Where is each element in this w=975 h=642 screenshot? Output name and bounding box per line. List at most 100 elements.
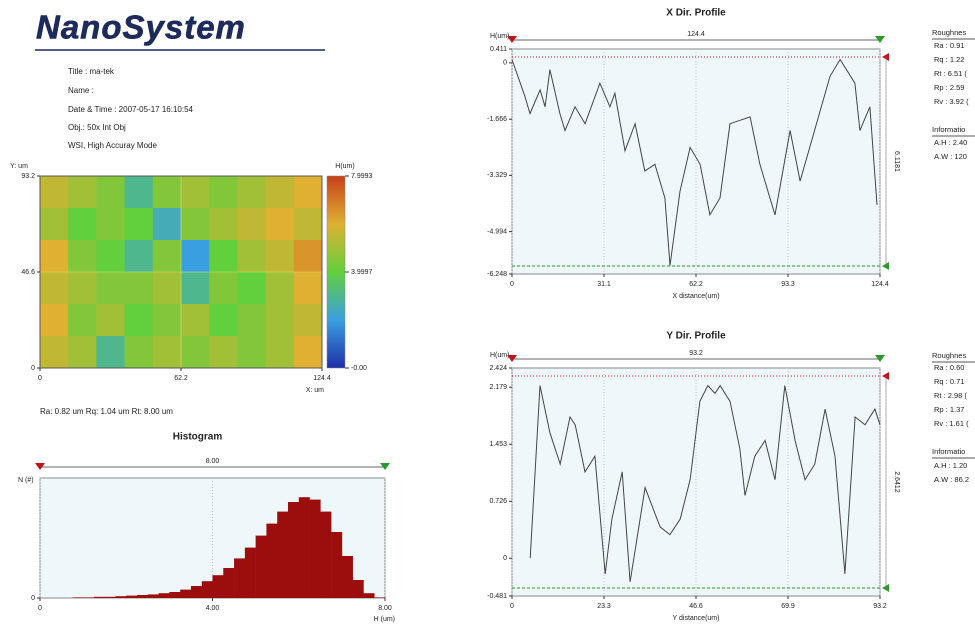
roughness-item: Rq : 0.71 (934, 377, 964, 386)
right-marker (875, 36, 885, 43)
height-cell (40, 208, 69, 241)
height-cell (152, 304, 182, 337)
histogram-bar (244, 547, 256, 598)
height-cell (124, 304, 154, 337)
height-cell (293, 336, 323, 369)
information-item: A.W : 86.2 (934, 475, 969, 484)
height-cell (40, 272, 69, 305)
x-tick-label: 62.2 (174, 375, 188, 382)
header-datetime: Date & Time : 2007-05-17 16:10:54 (68, 105, 194, 114)
height-cell (209, 208, 238, 241)
histogram-bar (93, 596, 105, 598)
range-label: 124.4 (687, 31, 705, 38)
x-tick-label: 124.4 (871, 281, 889, 288)
x-axis-label: Y distance(um) (673, 615, 720, 622)
colorbar-tick-label: 7.9993 (351, 173, 373, 180)
y-tick-label: 0 (503, 60, 507, 67)
header-title: Title : ma-tek (68, 67, 115, 76)
histogram-bar (223, 568, 235, 598)
height-cell (124, 336, 154, 369)
y-axis-label: H(um) (490, 33, 509, 40)
histogram-bar (104, 596, 116, 598)
height-cell (68, 240, 97, 273)
roughness-item: Ra : 0.60 (934, 363, 964, 372)
height-cell (293, 272, 323, 305)
roughness-item: Rp : 1.37 (934, 405, 964, 414)
histogram-bar (234, 558, 246, 598)
y-tick-label: -6.248 (487, 271, 507, 278)
height-cell (265, 272, 295, 305)
marker (882, 262, 889, 270)
height-cell (124, 208, 154, 241)
height-cell (237, 208, 267, 241)
marker (882, 372, 889, 380)
histogram-bar (298, 497, 310, 598)
x-tick-label: 46.6 (689, 603, 703, 610)
height-cell (181, 336, 210, 369)
information-title: Informatio (932, 447, 965, 456)
height-cell (265, 336, 295, 369)
histogram-bar (277, 511, 289, 598)
header-objective: Obj.: 50x Int Obj (68, 123, 126, 132)
histogram-bar (320, 511, 332, 598)
histogram-bar (341, 556, 353, 598)
histogram-bar (72, 597, 84, 598)
summary: Ra: 0.82 um Rq: 1.04 um Rt: 8.00 um (40, 407, 173, 416)
height-cell (181, 208, 210, 241)
histogram-bar (147, 594, 159, 598)
height-cell (40, 304, 69, 337)
height-cell (152, 208, 182, 241)
height-cell (124, 240, 154, 273)
left-marker (35, 463, 45, 470)
height-cell (96, 240, 126, 273)
histogram-bar (169, 592, 181, 598)
height-cell (152, 176, 182, 209)
y-tick-label: 93.2 (21, 173, 35, 180)
y-tick-label: 1.453 (489, 441, 507, 448)
x-tick-label: 31.1 (597, 281, 611, 288)
height-cell (209, 336, 238, 369)
profile-line (529, 384, 881, 582)
x-axis-label: X distance(um) (672, 293, 719, 300)
y-tick-label: 0 (31, 595, 35, 602)
y-tick-label: 2.179 (489, 384, 507, 391)
height-cell (265, 304, 295, 337)
chart-title: Histogram (173, 432, 223, 443)
height-cell (265, 176, 295, 209)
height-cell (124, 272, 154, 305)
height-cell (293, 240, 323, 273)
height-cell (181, 240, 210, 273)
y-tick-label: 0 (31, 365, 35, 372)
height-cell (293, 176, 323, 209)
range-label: 8.00 (206, 458, 220, 465)
histogram-bar (158, 593, 170, 598)
y-tick-label: -4.994 (487, 228, 507, 235)
y-tick-label: -3.329 (487, 172, 507, 179)
roughness-item: Rq : 1.22 (934, 55, 964, 64)
range-label: 93.2 (689, 350, 703, 357)
left-marker (507, 36, 517, 43)
height-cell (265, 208, 295, 241)
histogram-bar (212, 575, 224, 598)
height-cell (124, 176, 154, 209)
height-cell (293, 208, 323, 241)
y-tick-label: -0.481 (487, 593, 507, 600)
height-cell (68, 176, 97, 209)
histogram-bar (115, 596, 127, 598)
information-title: Informatio (932, 125, 965, 134)
x-tick-label: 0 (510, 603, 514, 610)
y-axis-label: H(um) (490, 352, 509, 359)
left-marker (507, 355, 517, 362)
y-tick-label: 0 (503, 555, 507, 562)
height-cell (209, 176, 238, 209)
x-tick-label: 124.4 (313, 375, 331, 382)
histogram-bar (266, 523, 278, 598)
height-cell (293, 304, 323, 337)
roughness-item: Rv : 1.61 ( (934, 419, 969, 428)
y-tick-label: 0.726 (489, 498, 507, 505)
information-item: A.W : 120 (934, 152, 967, 161)
histogram-bar (309, 499, 321, 598)
colorbar-label: H(um) (335, 163, 354, 170)
y-panel: Roughnes Ra : 0.60 Rq : 0.71 Rt : 2.98 (… (932, 351, 975, 484)
